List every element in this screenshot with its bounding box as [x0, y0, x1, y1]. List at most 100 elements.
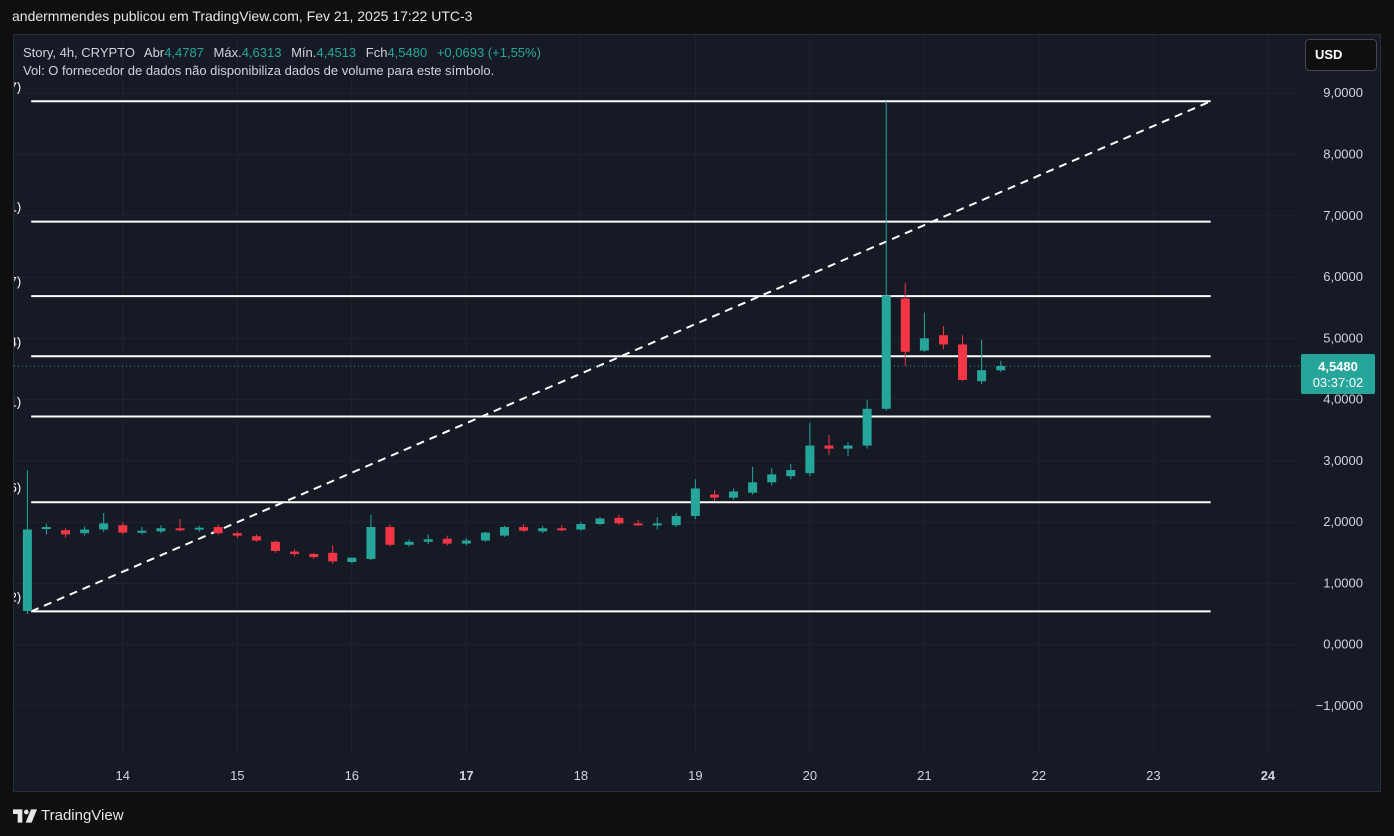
legend-change: +0,0693 (+1,55%) [436, 45, 541, 60]
x-tick-label: 23 [1146, 768, 1160, 783]
fib-level-label: 0 (8,8687) [14, 79, 21, 94]
legend-low-label: Mín. [291, 45, 317, 60]
candle-body [614, 517, 624, 524]
fib-level-label: 0,382 (5,6887) [14, 274, 21, 289]
candle-body [404, 541, 414, 545]
x-tick-label: 15 [230, 768, 244, 783]
candle-body [137, 530, 147, 533]
candle-body [385, 527, 395, 545]
candle-body [557, 528, 567, 531]
fib-level-label: 0,236 (6,9041) [14, 200, 21, 215]
x-tick-label: 24 [1261, 768, 1276, 783]
candle-body [843, 445, 853, 449]
candle-body [881, 295, 891, 409]
candle-body [366, 527, 376, 559]
legend-high-label: Máx. [213, 45, 242, 60]
fib-level-label: 0,5 (4,7064) [14, 334, 21, 349]
legend-symbol: Story, 4h, CRYPTO [23, 45, 135, 60]
candle-body [671, 516, 681, 526]
candlestick-chart[interactable]: −1,0000 0,0000 1,0000 2,0000 3,0000 4,0000 5,0… [14, 35, 1380, 791]
candle-body [480, 532, 490, 541]
footer-brand[interactable]: TradingView [13, 806, 124, 826]
legend-high-value: 4,6313 [241, 45, 282, 60]
candle-body [576, 523, 586, 530]
x-tick-label: 21 [917, 768, 931, 783]
candle-body [538, 528, 548, 532]
fib-trend-line [30, 100, 1212, 613]
candle-body [900, 298, 910, 352]
chart-area[interactable]: −1,0000 0,0000 1,0000 2,0000 3,0000 4,0000 5,0… [13, 34, 1381, 792]
candle-body [423, 539, 433, 542]
y-tick-label: 9,0000 [1323, 85, 1363, 100]
y-tick-label: 5,0000 [1323, 330, 1363, 345]
price-badge-countdown: 03:37:02 [1313, 375, 1364, 390]
y-tick-label: 2,0000 [1323, 514, 1363, 529]
candle-body [61, 530, 71, 535]
candle-body [939, 335, 949, 345]
candle-body [41, 527, 51, 530]
candle-body [728, 491, 738, 498]
legend-close-label: Fch [365, 45, 388, 60]
candle-body [347, 557, 357, 562]
x-tick-label: 22 [1032, 768, 1046, 783]
candle-body [99, 523, 109, 530]
candle-body [22, 529, 32, 611]
legend-open-label: Abr [143, 45, 165, 60]
x-tick-label: 14 [116, 768, 130, 783]
candle-body [805, 445, 815, 474]
candle-body [652, 523, 662, 526]
fib-level-label: 1 (0,5442) [14, 589, 21, 604]
tradingview-logo-icon [13, 809, 37, 823]
candle-body [767, 474, 777, 483]
price-badge [1301, 354, 1375, 395]
legend-open-value: 4,4787 [164, 45, 204, 60]
x-tick-label: 19 [688, 768, 702, 783]
y-tick-label: 8,0000 [1323, 146, 1363, 161]
candle-body [213, 527, 223, 534]
y-tick-label: 4,0000 [1323, 392, 1363, 407]
candle-body [748, 482, 758, 493]
candle-body [194, 527, 204, 530]
candle-body [633, 523, 643, 526]
fib-level-label: 0,786 (2,3256) [14, 480, 21, 495]
candle-body [232, 533, 242, 536]
candle-body [595, 518, 605, 524]
candle-body [996, 366, 1006, 371]
currency-button[interactable]: USD [1305, 39, 1377, 71]
x-tick-label: 16 [345, 768, 359, 783]
y-tick-label: 0,0000 [1323, 637, 1363, 652]
candle-body [442, 538, 452, 544]
candle-body [862, 408, 872, 446]
publisher-line: andermmendes publicou em TradingView.com… [12, 8, 473, 24]
candle-body [824, 445, 834, 449]
y-tick-label: 7,0000 [1323, 208, 1363, 223]
x-tick-label: 20 [803, 768, 817, 783]
candle-body [919, 338, 929, 351]
y-tick-label: −1,0000 [1316, 698, 1363, 713]
candle-body [786, 470, 796, 477]
candle-body [461, 540, 471, 544]
y-tick-label: 6,0000 [1323, 269, 1363, 284]
footer-brand-label: TradingView [41, 807, 124, 824]
candle-body [175, 528, 185, 531]
candle-body [118, 525, 128, 533]
x-tick-label: 17 [459, 768, 473, 783]
fib-level-label: 0,618 (3,7241) [14, 395, 21, 410]
chart-legend: Story, 4h, CRYPTO Abr4,4787 Máx.4,6313 M… [23, 45, 547, 78]
candle-body [328, 552, 338, 562]
candle-body [499, 527, 509, 536]
volume-note: Vol: O fornecedor de dados não disponibi… [23, 63, 495, 78]
y-tick-label: 1,0000 [1323, 575, 1363, 590]
candle-body [270, 541, 280, 551]
candle-body [251, 536, 261, 541]
candle-body [690, 488, 700, 517]
candle-body [709, 494, 719, 498]
candle-body [156, 528, 166, 532]
candle-body [290, 551, 300, 555]
legend-close-value: 4,5480 [387, 45, 428, 60]
price-badge-value: 4,5480 [1318, 359, 1358, 374]
x-tick-label: 18 [574, 768, 588, 783]
candle-body [309, 554, 319, 558]
candle-body [958, 344, 968, 380]
candle-body [80, 529, 90, 534]
